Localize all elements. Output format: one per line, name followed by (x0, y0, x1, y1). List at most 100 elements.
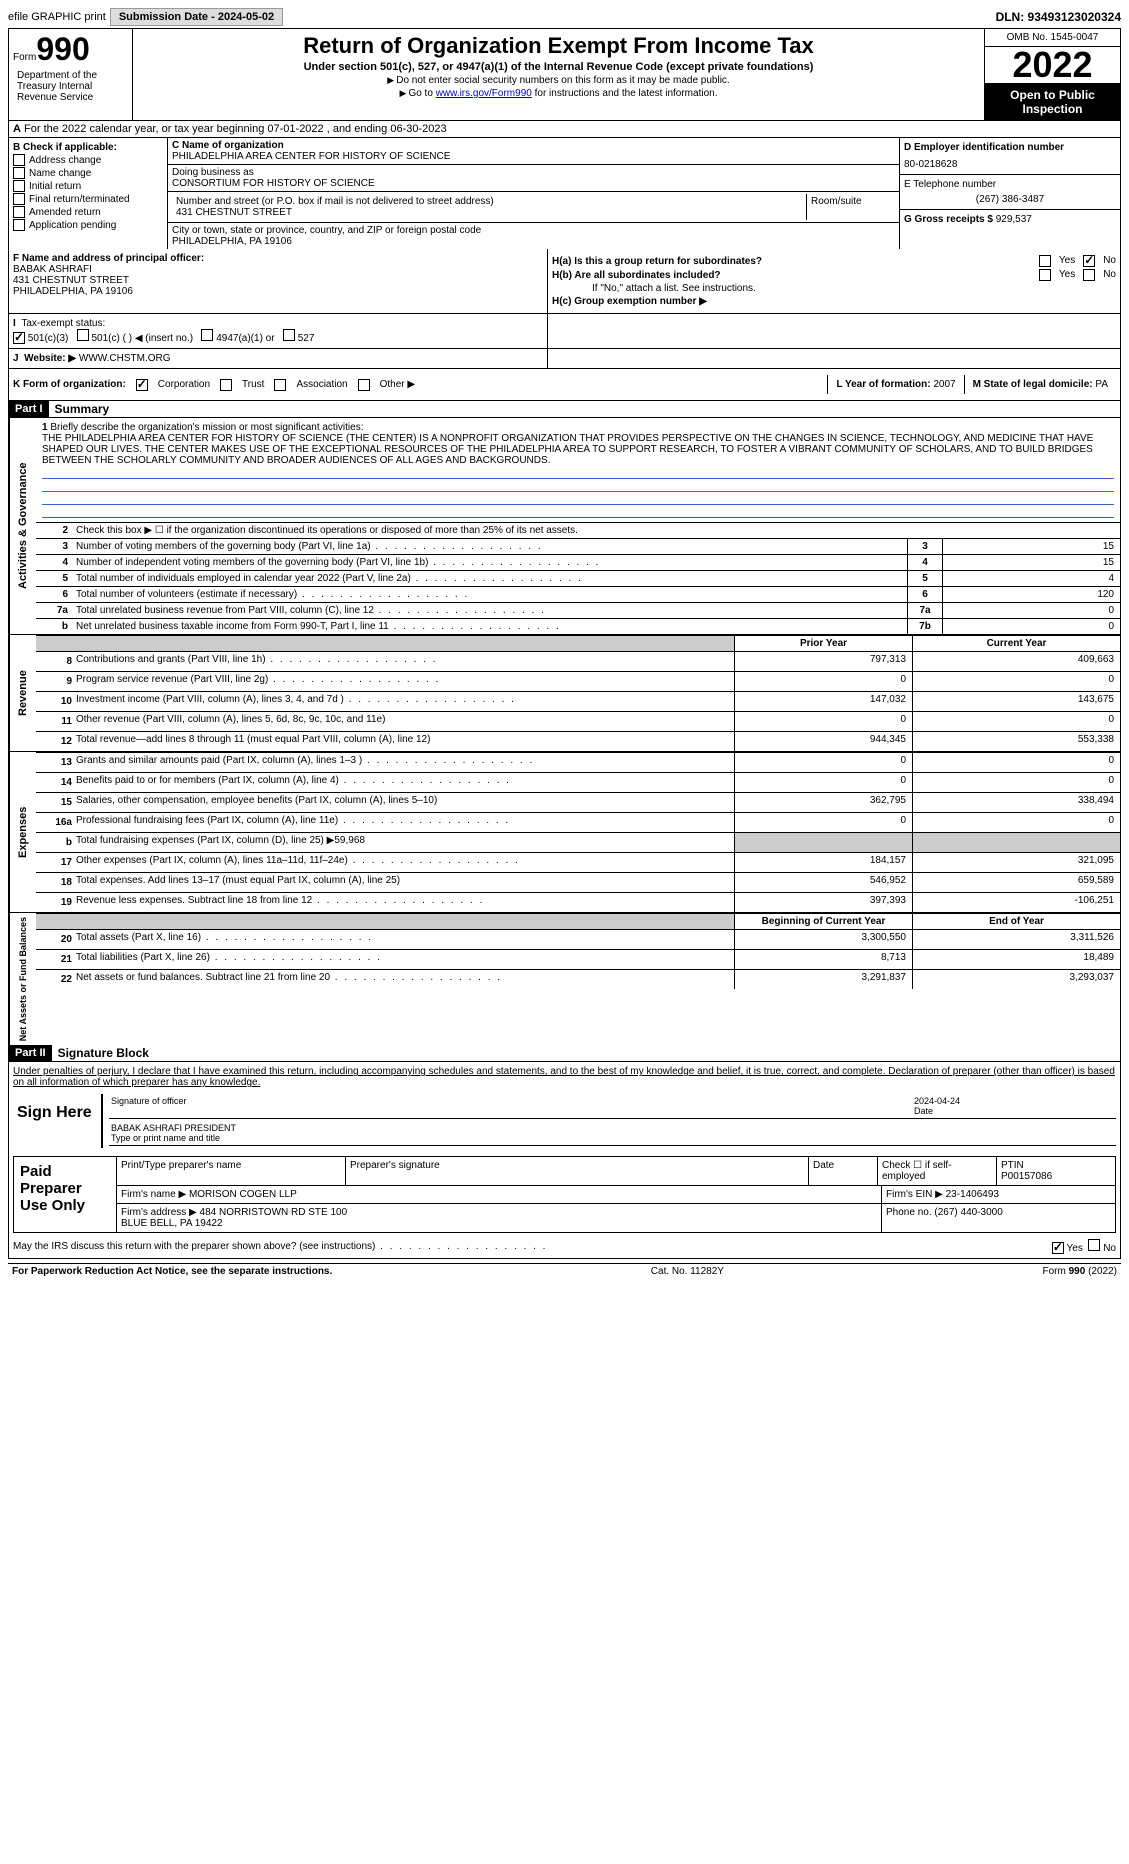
chk-discuss-no[interactable] (1088, 1239, 1100, 1251)
c19: -106,251 (912, 893, 1120, 912)
p15: 362,795 (734, 793, 912, 812)
discuss-row: May the IRS discuss this return with the… (13, 1239, 1116, 1254)
chk-trust[interactable] (220, 379, 232, 391)
current-year-header: Current Year (912, 636, 1120, 651)
l3-text: Number of voting members of the governin… (72, 539, 907, 554)
hb-label: H(b) Are all subordinates included? (552, 270, 721, 281)
c12: 553,338 (912, 732, 1120, 751)
chk-ha-no[interactable] (1083, 255, 1095, 267)
expenses-section: Expenses 13Grants and similar amounts pa… (9, 752, 1120, 913)
l15: Salaries, other compensation, employee b… (76, 795, 437, 810)
p16a: 0 (734, 813, 912, 832)
chk-hb-yes[interactable] (1039, 269, 1051, 281)
chk-name-change[interactable] (13, 167, 25, 179)
c20: 3,311,526 (912, 930, 1120, 949)
c15: 338,494 (912, 793, 1120, 812)
irs-link[interactable]: www.irs.gov/Form990 (436, 88, 532, 99)
c10: 143,675 (912, 692, 1120, 711)
l21: Total liabilities (Part X, line 26) (76, 952, 382, 967)
right-box: OMB No. 1545-0047 2022 Open to Public In… (984, 29, 1120, 120)
ptin-value: P00157086 (1001, 1171, 1052, 1182)
revenue-section: Revenue Prior YearCurrent Year 8Contribu… (9, 635, 1120, 752)
c11: 0 (912, 712, 1120, 731)
i-box: I Tax-exempt status: 501(c)(3) 501(c) ( … (9, 314, 548, 348)
p20: 3,300,550 (734, 930, 912, 949)
column-d: D Employer identification number 80-0218… (899, 138, 1120, 249)
chk-application-pending[interactable] (13, 219, 25, 231)
chk-corporation[interactable] (136, 379, 148, 391)
website-label: Website: ▶ (24, 353, 76, 364)
part1-badge: Part I (9, 401, 49, 417)
form-container: Form990 Department of the Treasury Inter… (8, 28, 1121, 1259)
city-label: City or town, state or province, country… (172, 225, 895, 236)
p13: 0 (734, 753, 912, 772)
sign-here-row: Sign Here Signature of officer 2024-04-2… (13, 1094, 1116, 1148)
sign-here-label: Sign Here (13, 1094, 101, 1148)
row-j: J Website: ▶ WWW.CHSTM.ORG (9, 349, 1120, 369)
officer-name: BABAK ASHRAFI (13, 264, 543, 275)
submission-date-button[interactable]: Submission Date - 2024-05-02 (110, 8, 283, 26)
l19: Revenue less expenses. Subtract line 18 … (76, 895, 484, 910)
form-990-number: 990 (36, 31, 89, 67)
vtab-net-assets: Net Assets or Fund Balances (9, 913, 36, 1045)
firm-phone-label: Phone no. (886, 1207, 932, 1218)
self-employed-check: Check ☐ if self-employed (878, 1157, 997, 1185)
p9: 0 (734, 672, 912, 691)
chk-final-return[interactable] (13, 193, 25, 205)
row-i: I Tax-exempt status: 501(c)(3) 501(c) ( … (9, 314, 1120, 349)
chk-initial-return[interactable] (13, 180, 25, 192)
note-goto-post: for instructions and the latest informat… (532, 88, 718, 99)
chk-501c3[interactable] (13, 332, 25, 344)
l7a-text: Total unrelated business revenue from Pa… (72, 603, 907, 618)
l16b: Total fundraising expenses (Part IX, col… (76, 835, 365, 850)
c18: 659,589 (912, 873, 1120, 892)
city-value: PHILADELPHIA, PA 19106 (172, 236, 895, 247)
c8: 409,663 (912, 652, 1120, 671)
date-label: Date (914, 1106, 933, 1116)
chk-ha-yes[interactable] (1039, 255, 1051, 267)
l11: Other revenue (Part VIII, column (A), li… (76, 714, 385, 729)
website-value: WWW.CHSTM.ORG (79, 353, 171, 364)
efile-label: efile GRAPHIC print (8, 11, 106, 23)
chk-amended-return[interactable] (13, 206, 25, 218)
part1-header-row: Part I Summary (9, 401, 1120, 418)
chk-4947[interactable] (201, 329, 213, 341)
row-k: K Form of organization: Corporation Trus… (9, 369, 1120, 401)
m-box: M State of legal domicile: PA (964, 375, 1116, 394)
chk-501c[interactable] (77, 329, 89, 341)
officer-addr1: 431 CHESTNUT STREET (13, 275, 543, 286)
note-goto-pre: Go to (408, 88, 435, 99)
street-label: Number and street (or P.O. box if mail i… (176, 196, 802, 207)
ha-label: H(a) Is this a group return for subordin… (552, 256, 762, 267)
chk-address-change[interactable] (13, 154, 25, 166)
c13: 0 (912, 753, 1120, 772)
l16a: Professional fundraising fees (Part IX, … (76, 815, 510, 830)
chk-discuss-yes[interactable] (1052, 1242, 1064, 1254)
sig-date: 2024-04-24 (914, 1096, 960, 1106)
part1-title: Summary (55, 402, 110, 416)
lbl-application-pending: Application pending (29, 220, 116, 231)
p17: 184,157 (734, 853, 912, 872)
c-name-label: C Name of organization (172, 140, 284, 151)
paid-preparer-table: Paid Preparer Use Only Print/Type prepar… (13, 1156, 1116, 1233)
l14: Benefits paid to or for members (Part IX… (76, 775, 511, 790)
chk-hb-no[interactable] (1083, 269, 1095, 281)
chk-other[interactable] (358, 379, 370, 391)
chk-527[interactable] (283, 329, 295, 341)
top-bar: efile GRAPHIC print Submission Date - 20… (8, 8, 1121, 26)
form-title: Return of Organization Exempt From Incom… (137, 33, 980, 59)
p19: 397,393 (734, 893, 912, 912)
p8: 797,313 (734, 652, 912, 671)
eoy-header: End of Year (912, 914, 1120, 929)
l1-label: Briefly describe the organization's miss… (50, 422, 363, 433)
f-label: F Name and address of principal officer: (13, 253, 204, 264)
p18: 546,952 (734, 873, 912, 892)
street-value: 431 CHESTNUT STREET (176, 207, 802, 218)
l13: Grants and similar amounts paid (Part IX… (76, 755, 534, 770)
p21: 8,713 (734, 950, 912, 969)
vtab-expenses: Expenses (9, 752, 36, 912)
chk-association[interactable] (274, 379, 286, 391)
l22: Net assets or fund balances. Subtract li… (76, 972, 502, 987)
part2-header-row: Part II Signature Block (9, 1045, 1120, 1062)
open-public-badge: Open to Public Inspection (985, 84, 1120, 120)
